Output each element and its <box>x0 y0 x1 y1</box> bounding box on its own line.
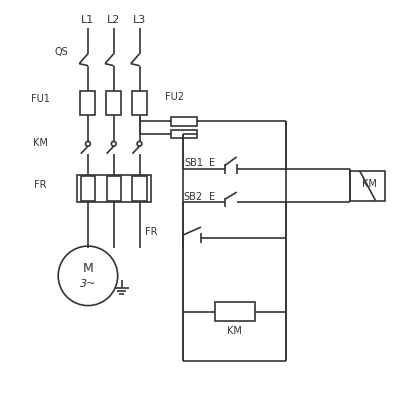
Text: SB2: SB2 <box>184 192 203 202</box>
Text: FR: FR <box>145 227 157 237</box>
Bar <box>171 130 197 138</box>
Bar <box>107 176 121 201</box>
Text: KM: KM <box>33 138 48 148</box>
Bar <box>215 302 255 322</box>
Text: E: E <box>209 192 215 202</box>
Text: KM: KM <box>227 326 242 336</box>
Text: QS: QS <box>54 47 68 57</box>
Bar <box>77 175 150 203</box>
Bar <box>106 91 121 115</box>
Text: SB1: SB1 <box>184 158 203 168</box>
Text: M: M <box>82 262 93 275</box>
Bar <box>171 117 197 126</box>
Bar <box>350 171 385 200</box>
Text: E: E <box>209 158 215 168</box>
Text: L3: L3 <box>133 15 146 25</box>
Text: KM: KM <box>362 178 377 188</box>
Text: FU2: FU2 <box>165 91 184 101</box>
Bar <box>133 176 146 201</box>
Text: 3~: 3~ <box>80 279 96 289</box>
Text: FU1: FU1 <box>31 94 50 104</box>
Bar <box>80 91 96 115</box>
Bar <box>132 91 147 115</box>
Text: FR: FR <box>34 180 47 190</box>
Text: L1: L1 <box>81 15 95 25</box>
Bar <box>81 176 95 201</box>
Text: L2: L2 <box>107 15 121 25</box>
